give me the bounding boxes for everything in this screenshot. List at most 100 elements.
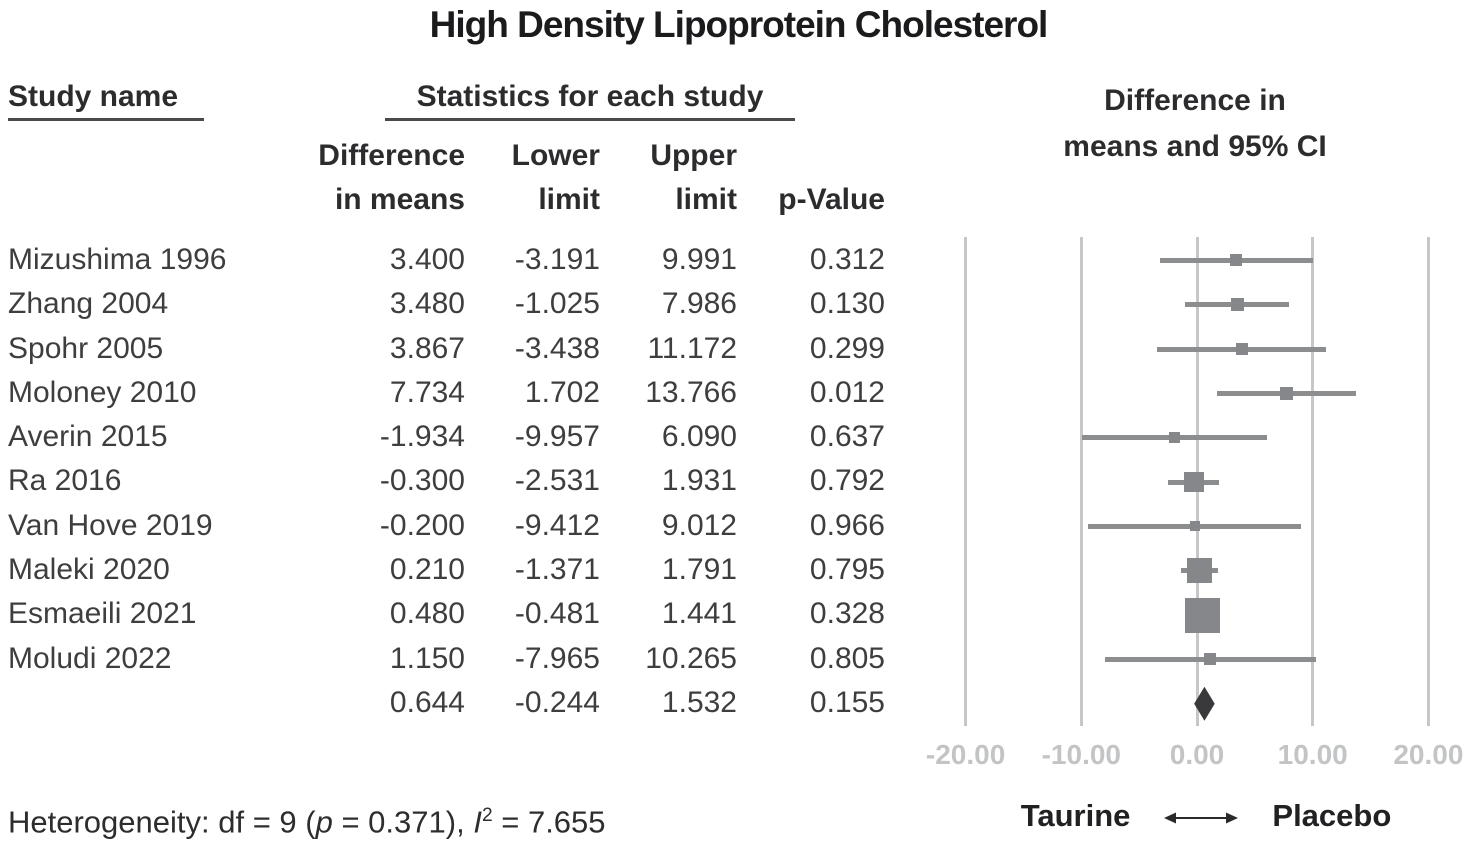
cell-upper-limit: 11.172 <box>647 331 737 365</box>
cell-upper-limit: 1.441 <box>661 597 737 631</box>
cell-study-name: Van Hove 2019 <box>8 508 213 542</box>
effect-size-marker <box>1230 254 1243 267</box>
cell-study-name: Ra 2016 <box>8 464 122 498</box>
table-row: Mizushima 1996 3.400 -3.191 9.991 0.312 <box>8 238 885 282</box>
figure-title: High Density Lipoprotein Cholesterol <box>429 4 1049 45</box>
axis-gridline <box>1079 237 1083 726</box>
cell-study-name: Averin 2015 <box>8 420 168 454</box>
axis-tick-label: -20.00 <box>925 739 1006 770</box>
cell-lower-limit: -1.371 <box>514 553 600 587</box>
subheader-p-value: p-Value <box>778 183 885 216</box>
cell-difference-in-means: 3.867 <box>389 331 465 365</box>
table-row: Moludi 2022 1.150 -7.965 10.265 0.805 <box>8 637 885 681</box>
cell-lower-limit: -1.025 <box>514 287 600 321</box>
table-row: Moloney 2010 7.734 1.702 13.766 0.012 <box>8 371 885 415</box>
cell-lower-limit: -0.244 <box>514 685 600 719</box>
table-row: Esmaeili 2021 0.480 -0.481 1.441 0.328 <box>8 592 885 636</box>
ci-plot-header-line1: Difference in <box>1104 84 1286 117</box>
cell-upper-limit: 9.991 <box>661 243 737 276</box>
heterogeneity-footnote: Heterogeneity: df = 9 (p = 0.371), I2 = … <box>8 804 606 840</box>
axis-gridline <box>1311 237 1315 726</box>
cell-lower-limit: 1.702 <box>524 375 600 409</box>
effect-size-marker <box>1186 558 1212 584</box>
axis-gridline <box>964 237 968 726</box>
cell-difference-in-means: 0.480 <box>389 597 465 631</box>
table-row: 0.644 -0.244 1.532 0.155 <box>8 681 885 725</box>
ci-plot-header: Difference in means and 95% CI <box>1000 78 1390 170</box>
right-direction-label: Placebo <box>1272 798 1392 833</box>
left-direction-label: Taurine <box>1020 798 1131 833</box>
cell-study-name: Maleki 2020 <box>8 553 170 587</box>
effect-size-marker <box>1189 521 1200 532</box>
table-row: Averin 2015 -1.934 -9.957 6.090 0.637 <box>8 415 885 459</box>
axis-tick-label: 20.00 <box>1393 739 1464 770</box>
axis-gridline <box>1426 237 1430 726</box>
axis-tick-label: 10.00 <box>1277 739 1348 770</box>
cell-lower-limit: -3.438 <box>514 331 600 365</box>
table-row: Maleki 2020 0.210 -1.371 1.791 0.795 <box>8 548 885 592</box>
cell-study-name: Esmaeili 2021 <box>8 597 197 631</box>
cell-p-value: 0.805 <box>809 641 885 675</box>
cell-lower-limit: -2.531 <box>514 464 600 498</box>
cell-lower-limit: -0.481 <box>514 597 600 631</box>
cell-study-name: Moludi 2022 <box>8 641 172 675</box>
ci-plot-header-line2: means and 95% CI <box>1063 130 1327 163</box>
cell-lower-limit: -9.412 <box>514 508 600 542</box>
cell-difference-in-means: 1.150 <box>389 641 465 675</box>
effect-size-marker <box>1279 386 1293 400</box>
cell-upper-limit: 10.265 <box>645 641 737 675</box>
cell-difference-in-means: -1.934 <box>379 420 465 454</box>
axis-tick-label: 0.00 <box>1169 739 1225 770</box>
effect-size-marker <box>1230 298 1244 312</box>
subheader-difference-in-means: Difference in means <box>318 139 465 216</box>
effect-size-marker <box>1235 343 1248 356</box>
study-name-column-header: Study name <box>8 82 205 121</box>
axis-tick-label: -10.00 <box>1041 739 1121 770</box>
subheader-upper-limit: Upper limit <box>650 139 737 216</box>
cell-difference-in-means: 0.210 <box>389 553 465 587</box>
cell-lower-limit: -3.191 <box>514 243 600 276</box>
cell-p-value: 0.637 <box>809 420 885 454</box>
cell-upper-limit: 7.986 <box>661 287 737 321</box>
statistics-group-header: Statistics for each study <box>385 82 795 121</box>
cell-difference-in-means: -0.200 <box>379 508 465 542</box>
left-right-arrow-icon <box>1164 796 1239 836</box>
table-row: Ra 2016 -0.300 -2.531 1.931 0.792 <box>8 459 885 503</box>
effect-size-marker <box>1183 472 1204 493</box>
cell-difference-in-means: 3.400 <box>389 243 465 276</box>
cell-upper-limit: 13.766 <box>645 375 737 409</box>
cell-difference-in-means: 0.644 <box>389 685 465 719</box>
cell-upper-limit: 9.012 <box>661 508 737 542</box>
table-row: Spohr 2005 3.867 -3.438 11.172 0.299 <box>8 327 885 371</box>
p-symbol: p <box>315 804 333 840</box>
cell-p-value: 0.795 <box>809 553 885 587</box>
cell-p-value: 0.012 <box>809 375 885 409</box>
cell-p-value: 0.328 <box>809 597 885 631</box>
table-row: Zhang 2004 3.480 -1.025 7.986 0.130 <box>8 282 885 326</box>
cell-p-value: 0.312 <box>809 243 885 276</box>
subheader-lower-limit: Lower limit <box>511 139 600 216</box>
cell-p-value: 0.155 <box>809 685 885 719</box>
cell-difference-in-means: 3.480 <box>389 287 465 321</box>
direction-labels: Taurine Placebo <box>930 796 1477 836</box>
cell-lower-limit: -9.957 <box>514 420 600 454</box>
cell-difference-in-means: 7.734 <box>389 375 465 409</box>
cell-study-name: Mizushima 1996 <box>8 243 227 276</box>
cell-study-name: Zhang 2004 <box>8 287 169 321</box>
cell-lower-limit: -7.965 <box>514 641 600 675</box>
summary-diamond <box>1194 686 1215 721</box>
cell-p-value: 0.966 <box>809 508 885 542</box>
cell-upper-limit: 6.090 <box>661 420 737 454</box>
i-squared-symbol: I <box>473 804 482 840</box>
cell-p-value: 0.299 <box>809 331 885 365</box>
effect-size-marker <box>1204 653 1217 666</box>
cell-upper-limit: 1.532 <box>661 685 737 719</box>
column-subheaders: Difference in means Lower limit Upper li… <box>8 134 885 222</box>
table-row: Van Hove 2019 -0.200 -9.412 9.012 0.966 <box>8 504 885 548</box>
cell-study-name: Spohr 2005 <box>8 331 164 365</box>
cell-upper-limit: 1.791 <box>661 553 737 587</box>
cell-p-value: 0.130 <box>809 287 885 321</box>
statistics-table: Mizushima 1996 3.400 -3.191 9.991 0.312 Zhang… <box>8 238 885 725</box>
